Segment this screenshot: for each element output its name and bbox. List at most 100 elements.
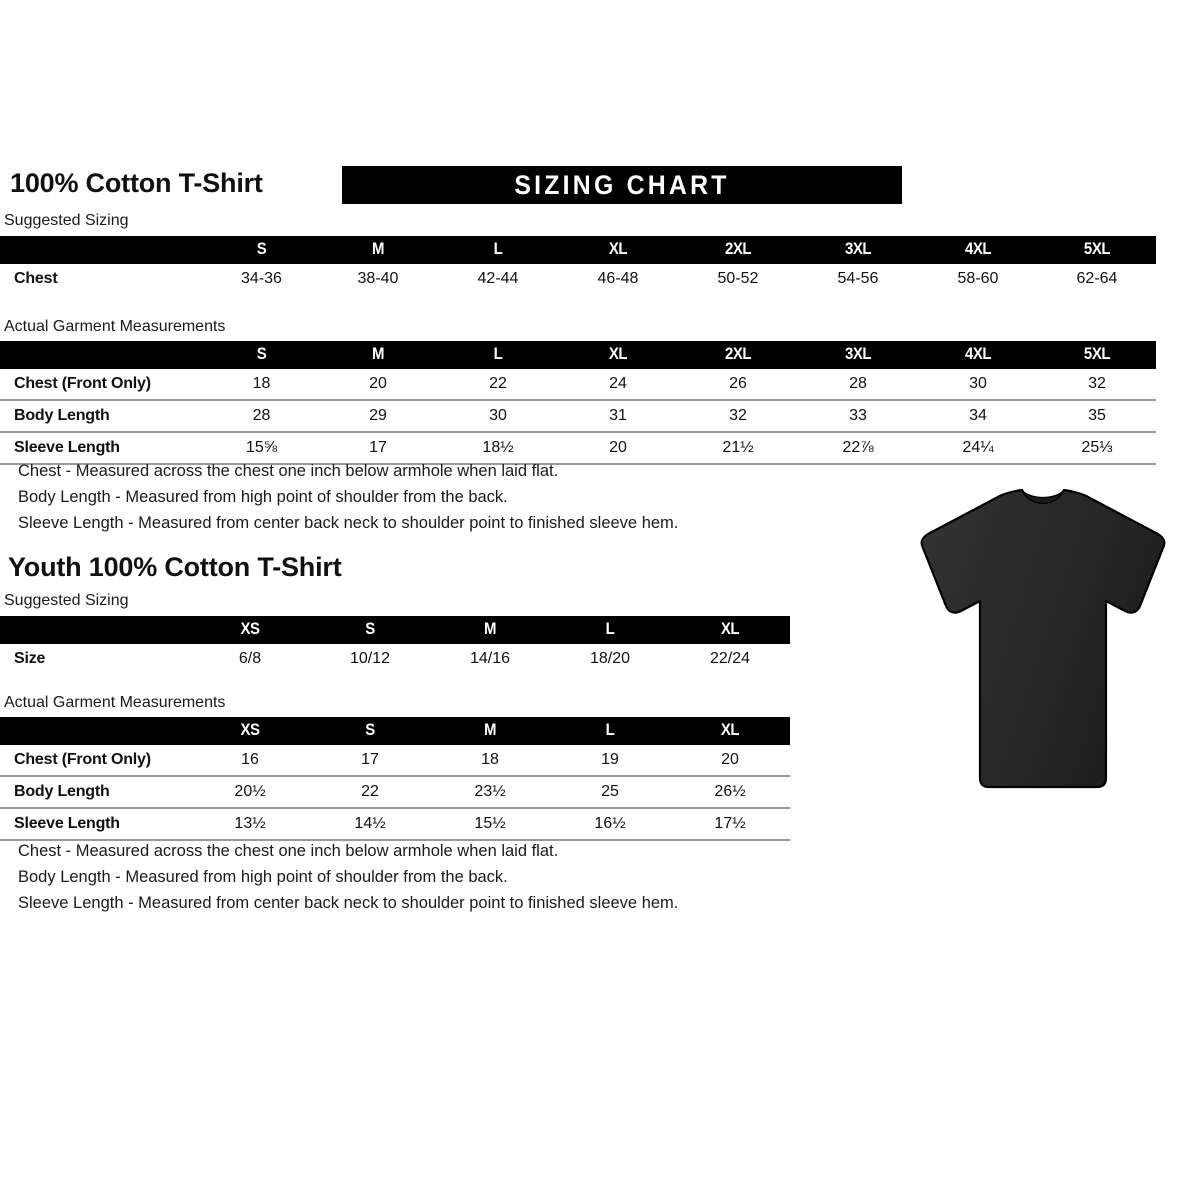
cell-s: 15⅝: [205, 431, 318, 465]
adult-actual-col-header-m: M: [371, 344, 385, 363]
cell-m: 14/16: [430, 644, 550, 674]
youth-measurement-notes: Chest - Measured across the chest one in…: [18, 838, 678, 916]
youth-suggested-sizing-label: Suggested Sizing: [4, 592, 129, 609]
table-header-row: S M L XL 2XL 3XL 4XL 5XL: [0, 236, 1156, 264]
table-row: Chest (Front Only) 16 17 18 19 20: [0, 745, 790, 776]
table-header-row: S M L XL 2XL 3XL 4XL 5XL: [0, 341, 1156, 369]
youth-note-3: Sleeve Length - Measured from center bac…: [18, 894, 679, 912]
cell-l: 18/20: [550, 644, 670, 674]
youth-actual-measurements-table: XS S M L XL Chest (Front Only) 16 17 18 19 20 Body…: [0, 717, 790, 841]
cell-4xl: 30: [918, 369, 1038, 400]
cell-xs: 16: [190, 745, 310, 776]
cell-s: 22: [310, 775, 430, 808]
adult-actual-col-header-4xl: 4XL: [964, 344, 992, 363]
row-label: Sleeve Length: [0, 431, 205, 465]
table-body: Size 6/8 10/12 14/16 18/20 22/24: [0, 644, 790, 674]
adult-section-title: 100% Cotton T-Shirt: [10, 168, 263, 198]
cell-m: 18: [430, 745, 550, 776]
cell-2xl: 21½: [678, 431, 798, 465]
adult-suggested-col-header-m: M: [371, 239, 385, 258]
adult-suggested-col-header-4xl: 4XL: [964, 239, 992, 258]
adult-suggested-col-header-xl: XL: [608, 239, 628, 258]
table-row: Chest 34-36 38-40 42-44 46-48 50-52 54-56 58-60…: [0, 264, 1156, 294]
cell-l: 25: [550, 775, 670, 808]
adult-actual-measurements-table: S M L XL 2XL 3XL 4XL 5XL Chest (Front Only) 18 20…: [0, 341, 1156, 465]
youth-actual-col-header-xl: XL: [720, 720, 740, 739]
table-row: Body Length 20½ 22 23½ 25 26½: [0, 775, 790, 808]
cell-s: 10/12: [310, 644, 430, 674]
youth-actual-col-header-xs: XS: [240, 720, 260, 739]
adult-note-3: Sleeve Length - Measured from center bac…: [18, 514, 679, 532]
table-body: Chest (Front Only) 18 20 22 24 26 28 30 32 Body L…: [0, 369, 1156, 465]
youth-actual-measurements-label: Actual Garment Measurements: [4, 694, 226, 711]
cell-xl: 20: [558, 431, 678, 465]
cell-3xl: 33: [798, 399, 918, 432]
cell-4xl: 24¼: [918, 431, 1038, 465]
cell-m: 20: [318, 369, 438, 400]
cell-s: 18: [205, 369, 318, 400]
cell-3xl: 28: [798, 369, 918, 400]
table-row: Body Length 28 29 30 31 32 33 34 35: [0, 399, 1156, 432]
tshirt-product-image: [890, 478, 1190, 808]
cell-s: 28: [205, 399, 318, 432]
cell-l: 19: [550, 745, 670, 776]
table-row: Size 6/8 10/12 14/16 18/20 22/24: [0, 644, 790, 674]
cell-2xl: 26: [678, 369, 798, 400]
row-label: Size: [0, 644, 190, 674]
cell-3xl: 54-56: [798, 264, 918, 294]
cell-5xl: 25⅓: [1038, 431, 1156, 465]
youth-suggested-col-header-xl: XL: [720, 619, 740, 638]
youth-actual-col-header-s: S: [365, 720, 375, 739]
cell-xl: 17½: [670, 807, 790, 841]
cell-m: 17: [318, 431, 438, 465]
youth-suggested-col-header-label: [11, 616, 178, 644]
adult-actual-col-header-xl: XL: [608, 344, 628, 363]
row-label: Chest (Front Only): [0, 369, 205, 400]
cell-xl: 46-48: [558, 264, 678, 294]
table-row: Sleeve Length 15⅝ 17 18½ 20 21½ 22⅞ 24¼ 25⅓: [0, 431, 1156, 465]
table-body: Chest 34-36 38-40 42-44 46-48 50-52 54-56 58-60…: [0, 264, 1156, 294]
cell-l: 18½: [438, 431, 558, 465]
youth-suggested-sizing-table: XS S M L XL Size 6/8 10/12 14/16 18/20 22/24: [0, 616, 790, 674]
cell-m: 15½: [430, 807, 550, 841]
cell-s: 34-36: [205, 264, 318, 294]
cell-xl: 20: [670, 745, 790, 776]
cell-xl: 22/24: [670, 644, 790, 674]
youth-suggested-col-header-l: L: [605, 619, 615, 638]
row-label: Chest: [0, 264, 205, 294]
cell-5xl: 32: [1038, 369, 1156, 400]
cell-xl: 31: [558, 399, 678, 432]
adult-actual-col-header-s: S: [256, 344, 267, 363]
adult-actual-col-header-2xl: 2XL: [724, 344, 752, 363]
cell-2xl: 32: [678, 399, 798, 432]
cell-4xl: 58-60: [918, 264, 1038, 294]
row-label: Chest (Front Only): [0, 745, 190, 776]
cell-5xl: 35: [1038, 399, 1156, 432]
cell-5xl: 62-64: [1038, 264, 1156, 294]
youth-actual-col-header-l: L: [605, 720, 615, 739]
row-label: Sleeve Length: [0, 807, 190, 841]
table-row: Sleeve Length 13½ 14½ 15½ 16½ 17½: [0, 807, 790, 841]
cell-l: 42-44: [438, 264, 558, 294]
adult-suggested-col-header-s: S: [256, 239, 267, 258]
table-body: Chest (Front Only) 16 17 18 19 20 Body Length 2…: [0, 745, 790, 841]
adult-actual-measurements-label: Actual Garment Measurements: [4, 318, 226, 335]
youth-suggested-col-header-xs: XS: [240, 619, 260, 638]
adult-actual-col-header-label: [12, 341, 192, 369]
row-label: Body Length: [0, 399, 205, 432]
youth-section-title: Youth 100% Cotton T-Shirt: [8, 552, 342, 582]
adult-note-1: Chest - Measured across the chest one in…: [18, 462, 559, 480]
table-header-row: XS S M L XL: [0, 616, 790, 644]
sizing-chart-banner: SIZING CHART: [342, 166, 902, 204]
cell-xs: 20½: [190, 775, 310, 808]
cell-4xl: 34: [918, 399, 1038, 432]
adult-suggested-col-header-label: [12, 236, 192, 264]
row-label: Body Length: [0, 775, 190, 808]
adult-suggested-sizing-table: S M L XL 2XL 3XL 4XL 5XL Chest 34-36 38-40 42-44 46…: [0, 236, 1156, 294]
table-row: Chest (Front Only) 18 20 22 24 26 28 30 32: [0, 369, 1156, 400]
adult-suggested-col-header-5xl: 5XL: [1083, 239, 1111, 258]
youth-note-1: Chest - Measured across the chest one in…: [18, 842, 559, 860]
youth-actual-col-header-m: M: [483, 720, 497, 739]
adult-actual-col-header-l: L: [493, 344, 503, 363]
